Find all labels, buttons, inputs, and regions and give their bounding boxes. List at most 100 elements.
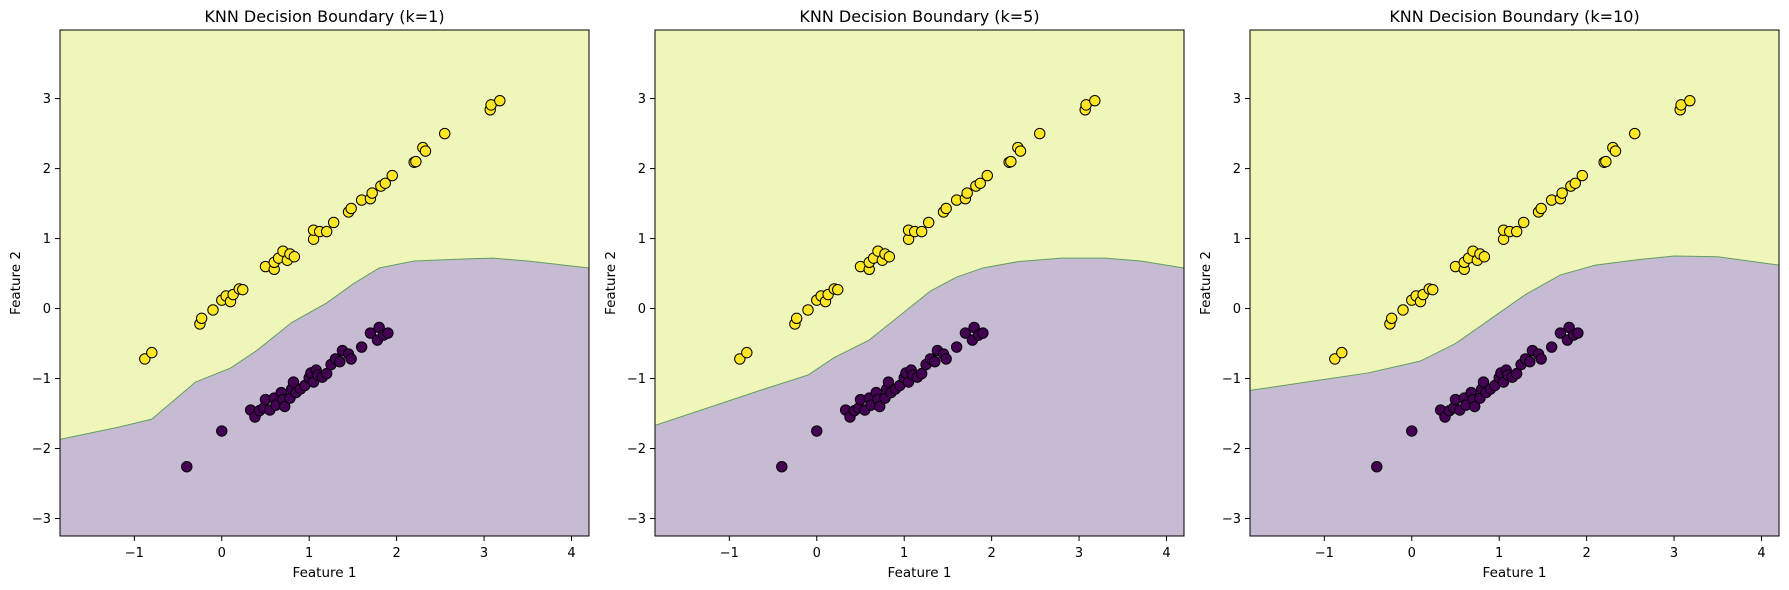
class1-point [1336,346,1348,359]
class1-point [1034,127,1046,140]
x-tick-label: 1 [1495,546,1503,561]
class1-point [790,312,803,325]
x-tick-label: 3 [1075,546,1083,561]
x-tick-label: 1 [305,546,313,561]
class1-point [288,251,301,263]
decision-boundary-line [60,257,589,440]
y-tick-label: 0 [1233,302,1241,317]
subplot-k-panel: −1 0 1 2 3 4 −3 −2 −1 0 1 2 3 KNN Decision Boundary (… [603,7,1185,581]
class0-point [915,367,928,380]
class1-point [1478,251,1491,263]
class1-point [1609,145,1622,157]
x-axis-label: Feature 1 [888,565,952,581]
class0-point [1510,367,1523,380]
class0-point [977,327,989,339]
class1-point [419,145,432,157]
x-tick-label: 3 [1670,546,1678,561]
x-axis-label: Feature 1 [1483,565,1547,581]
subplot-k-panel: −1 0 1 2 3 4 −3 −2 −1 0 1 2 3 KNN Decision Boundary (… [1198,7,1780,581]
class1-point [981,169,993,182]
decision-boundary-line [1250,255,1779,391]
class1-point [1517,216,1530,229]
class1-point [146,346,158,359]
y-tick-label: 1 [1233,232,1241,247]
class1-point [883,251,896,263]
class1-point [1427,283,1439,296]
y-tick-label: 2 [43,162,51,177]
class0-point [874,400,886,413]
class1-point [366,187,378,199]
class1-point [734,353,746,365]
class0-point [287,376,300,388]
class0-point [940,353,952,365]
x-tick-label: 1 [900,546,908,561]
class0-point [334,356,346,368]
x-tick-label: 4 [1757,546,1765,561]
class1-point [1569,177,1581,189]
class1-point [922,216,935,229]
class1-point [1005,155,1017,168]
class1-point [386,169,398,182]
x-tick-label: 2 [1582,546,1590,561]
class0-point [929,356,941,368]
class0-point [355,341,368,353]
class1-point [327,216,340,229]
x-tick-label: 0 [813,546,821,561]
class0-point [811,425,823,437]
subplot-title: KNN Decision Boundary (k=1) [204,7,444,26]
class0-point [882,376,895,388]
class1-point [1556,187,1568,199]
y-tick-label: 1 [43,232,51,247]
class1-point [961,187,973,199]
class1-point [195,312,208,325]
y-tick-label: 2 [1233,162,1241,177]
y-tick-label: 1 [638,232,646,247]
y-axis-label: Feature 2 [603,251,619,315]
class0-point [1545,341,1558,353]
class1-point [439,127,451,140]
class0-point [959,327,972,339]
x-tick-label: −1 [1315,546,1334,561]
x-tick-label: 2 [987,546,995,561]
y-tick-label: −3 [627,512,646,527]
class1-point [741,346,753,359]
axes-frame [59,29,590,537]
subplot-title: KNN Decision Boundary (k=10) [1389,7,1639,26]
y-tick-label: −3 [32,512,51,527]
class1-point [1510,225,1523,238]
class0-point [1469,400,1481,413]
class0-point [950,341,963,353]
class0-point [382,327,394,339]
y-tick-label: 3 [43,92,51,107]
class0-point [1535,353,1547,365]
x-tick-label: 3 [480,546,488,561]
y-tick-label: −2 [1222,442,1241,457]
y-tick-label: 3 [1233,92,1241,107]
class1-point [1600,155,1612,168]
class1-point [410,155,422,168]
class0-point [364,327,377,339]
class1-point [379,177,391,189]
x-tick-label: −1 [125,546,144,561]
class0-point [1477,376,1490,388]
class1-point [1329,353,1341,365]
class1-point [1089,94,1101,107]
y-axis-label: Feature 2 [1198,251,1214,315]
y-tick-label: −2 [627,442,646,457]
x-tick-label: −1 [720,546,739,561]
subplot-k-panel: −1 0 1 2 3 4 −3 −2 −1 0 1 2 3 KNN Decision Boundary (… [8,7,590,581]
class0-point [1406,425,1418,437]
class1-point [802,304,814,316]
y-tick-label: −1 [32,372,51,387]
class0-point [279,400,291,413]
x-tick-label: 0 [1408,546,1416,561]
class1-point [974,177,986,189]
axes-frame [654,29,1185,537]
class1-point [1629,127,1641,140]
class0-point [776,461,788,473]
y-tick-label: 2 [638,162,646,177]
y-tick-label: −2 [32,442,51,457]
y-tick-label: 0 [43,302,51,317]
class1-point [1684,94,1696,107]
class1-point [207,304,219,316]
